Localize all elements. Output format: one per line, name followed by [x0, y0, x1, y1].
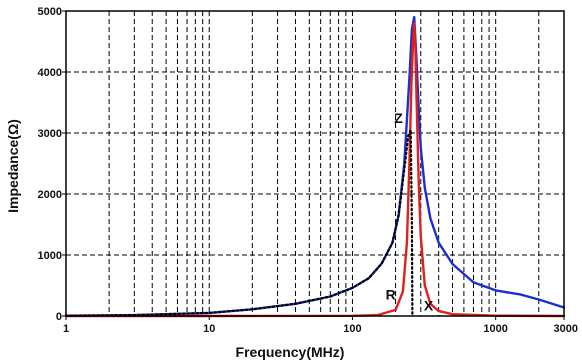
- x-tick-label: 1: [63, 323, 69, 335]
- curve-label-z: Z: [394, 110, 403, 126]
- x-tick-label: 100: [343, 323, 361, 335]
- curve-layer: [64, 15, 566, 318]
- x-tick-label: 3000: [554, 323, 578, 335]
- annotation-layer: Z R X: [386, 110, 434, 314]
- series-z-line: [64, 15, 566, 317]
- x-tick-label: 10: [203, 323, 215, 335]
- y-tick-label: 1000: [38, 250, 62, 262]
- curve-label-r: R: [386, 287, 396, 303]
- series-r-line: [64, 22, 566, 318]
- y-tick-label: 5000: [38, 6, 62, 18]
- y-tick-label: 3000: [38, 128, 62, 140]
- y-axis-title: Impedance(Ω): [5, 119, 21, 213]
- curve-label-x: X: [424, 298, 434, 314]
- tick-layer: 1 10 100 1000 3000 0 1000 2000 3000 4000 5000: [38, 6, 578, 335]
- x-tick-label: 1000: [483, 323, 507, 335]
- series-x-line: [64, 128, 414, 318]
- x-axis-title: Frequency(MHz): [236, 344, 345, 360]
- y-tick-label: 2000: [38, 189, 62, 201]
- grid-layer: [66, 11, 564, 316]
- plot-frame: [65, 10, 565, 317]
- y-tick-label: 4000: [38, 67, 62, 79]
- y-tick-label: 0: [56, 311, 62, 323]
